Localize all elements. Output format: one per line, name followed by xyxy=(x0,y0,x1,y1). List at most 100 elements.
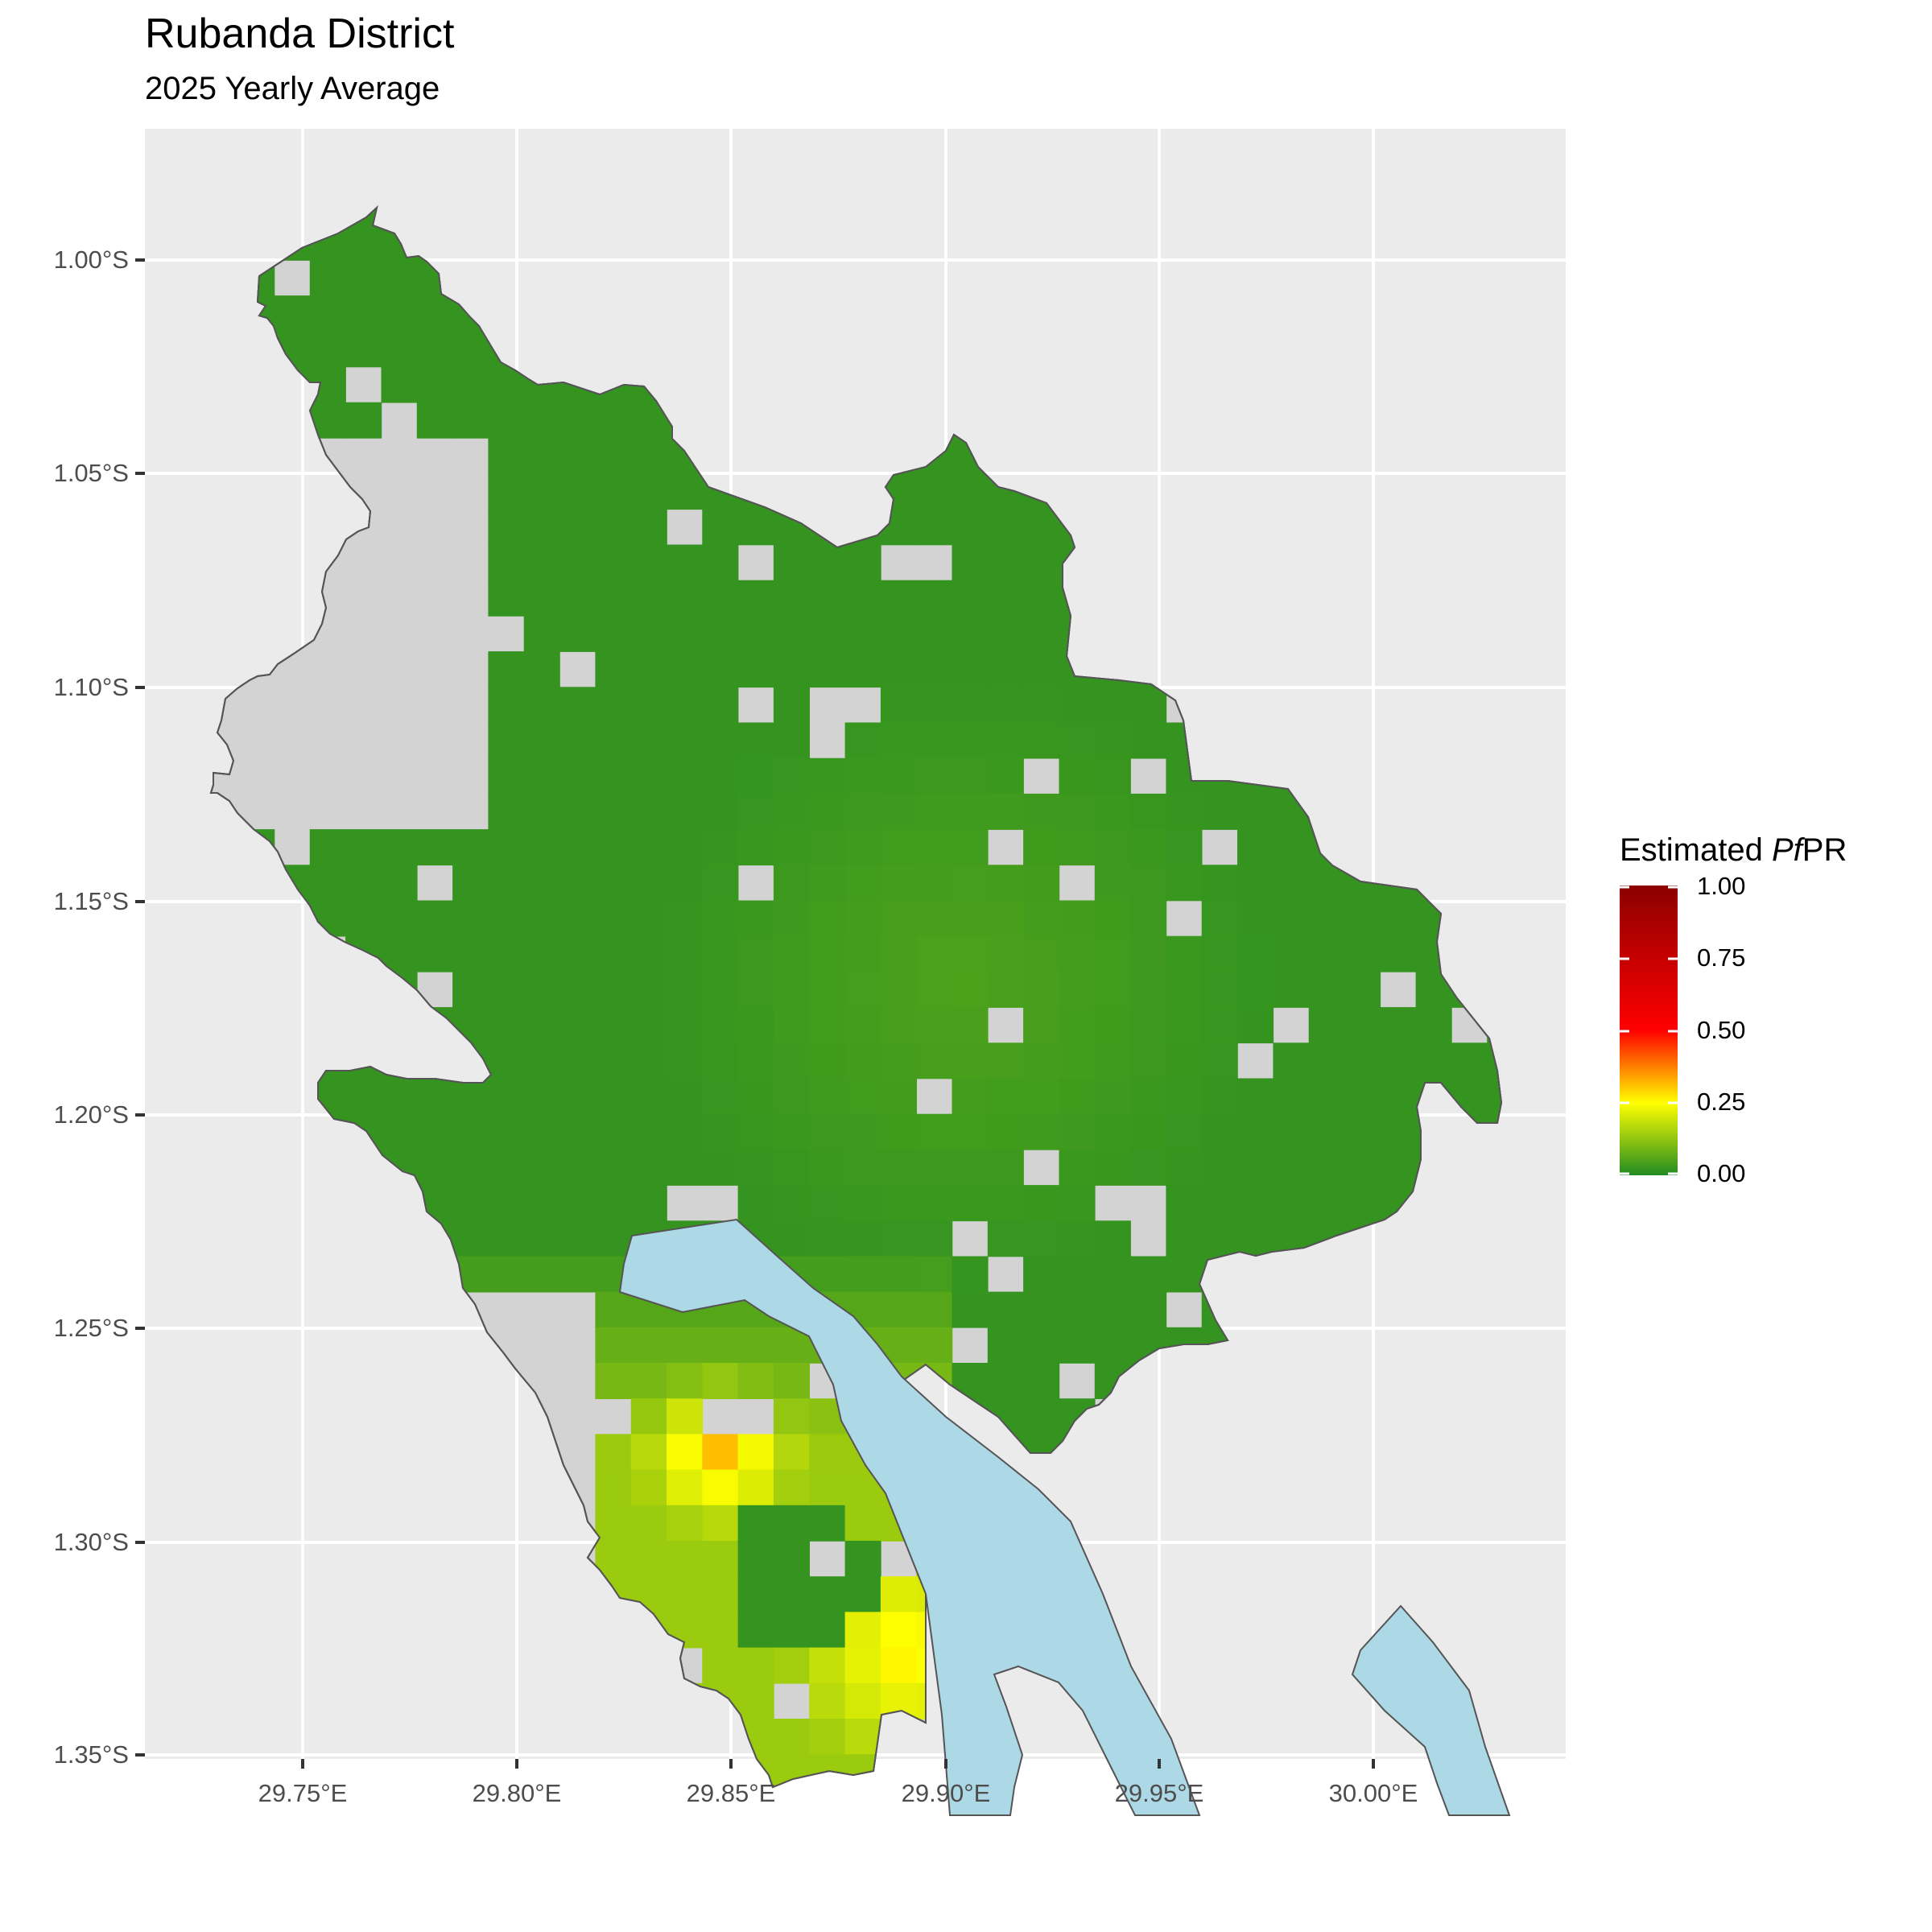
pfpr-cell xyxy=(844,1505,881,1542)
pfpr-cell xyxy=(416,900,453,937)
pfpr-cell xyxy=(667,651,704,688)
pfpr-cell xyxy=(916,1007,953,1044)
pfpr-cell xyxy=(773,687,810,724)
pfpr-cell xyxy=(452,865,489,902)
y-tick-label: 1.25°S xyxy=(53,1314,129,1342)
pfpr-cell xyxy=(595,1327,632,1364)
pfpr-cell xyxy=(773,1719,810,1755)
pfpr-cell xyxy=(1308,1149,1345,1186)
pfpr-cell xyxy=(1023,1754,1060,1787)
pfpr-cell xyxy=(1059,687,1096,724)
pfpr-cell xyxy=(381,829,418,866)
pfpr-cell xyxy=(809,1682,846,1719)
pfpr-cell xyxy=(773,1398,810,1435)
pfpr-cell xyxy=(952,1078,989,1115)
pfpr-cell xyxy=(987,1220,1024,1257)
legend-ticks xyxy=(1620,886,1678,1175)
x-tick-label: 29.75°E xyxy=(258,1779,348,1807)
pfpr-cell xyxy=(1094,971,1131,1008)
pfpr-cell xyxy=(987,758,1024,795)
pfpr-cell xyxy=(702,1078,739,1115)
pfpr-cell xyxy=(702,1327,739,1364)
pfpr-cell xyxy=(1308,971,1345,1008)
pfpr-cell xyxy=(1023,1007,1060,1044)
pfpr-cell xyxy=(987,687,1024,724)
pfpr-cell xyxy=(880,722,917,759)
pfpr-cell xyxy=(488,687,525,724)
pfpr-cell xyxy=(381,295,418,332)
pfpr-cell xyxy=(1059,1327,1096,1364)
pfpr-cell xyxy=(1059,1220,1096,1257)
x-tick-label: 29.85°E xyxy=(686,1779,776,1807)
pfpr-cell xyxy=(381,366,418,403)
pfpr-cell xyxy=(1201,935,1238,972)
pfpr-cell xyxy=(1094,793,1131,830)
pfpr-cell xyxy=(737,1682,774,1719)
pfpr-cell xyxy=(773,1469,810,1506)
pfpr-cell xyxy=(773,1042,810,1080)
pfpr-cell xyxy=(737,935,774,972)
pfpr-cell xyxy=(523,651,560,688)
pfpr-cell xyxy=(559,1078,597,1115)
pfpr-cell xyxy=(702,1007,739,1044)
pfpr-cell xyxy=(595,1220,632,1257)
pfpr-cell xyxy=(595,1469,632,1506)
pfpr-cell xyxy=(667,1363,704,1399)
pfpr-cell xyxy=(844,1185,881,1222)
pfpr-cell xyxy=(702,722,739,759)
pfpr-cell xyxy=(773,829,810,866)
pfpr-cell xyxy=(1094,722,1131,759)
pfpr-cell xyxy=(381,331,418,368)
pfpr-cell xyxy=(987,509,1024,546)
pfpr-cell xyxy=(1273,971,1310,1008)
pfpr-cell xyxy=(488,580,525,617)
pfpr-cell xyxy=(667,1541,704,1577)
pfpr-cell xyxy=(952,829,989,866)
x-tick-label: 29.90°E xyxy=(901,1779,991,1807)
pfpr-cell xyxy=(1059,1042,1096,1080)
pfpr-cell xyxy=(702,793,739,830)
pfpr-cell xyxy=(1523,1754,1559,1790)
pfpr-cell xyxy=(702,1434,739,1471)
pfpr-cell xyxy=(1237,935,1274,972)
pfpr-cell xyxy=(1130,793,1167,830)
pfpr-cell xyxy=(1344,1042,1381,1080)
pfpr-cell xyxy=(523,900,560,937)
pfpr-cell xyxy=(809,1434,846,1471)
pfpr-cell xyxy=(773,900,810,937)
pfpr-cell xyxy=(416,1149,453,1186)
pfpr-cell xyxy=(1308,1185,1345,1222)
pfpr-cell xyxy=(916,1185,953,1222)
pfpr-cell xyxy=(702,1042,739,1080)
pfpr-cell xyxy=(667,722,704,759)
pfpr-cell xyxy=(523,793,560,830)
pfpr-cell xyxy=(523,615,560,652)
pfpr-cell xyxy=(1273,1113,1310,1150)
legend-label-1.00: 1.00 xyxy=(1697,872,1746,900)
pfpr-cell xyxy=(1237,1185,1274,1222)
pfpr-cell xyxy=(1344,1149,1381,1186)
pfpr-cell xyxy=(809,1469,846,1506)
pfpr-cell xyxy=(559,509,597,546)
pfpr-cell xyxy=(809,1505,846,1542)
pfpr-cell xyxy=(667,829,704,866)
pfpr-cell xyxy=(880,1220,917,1257)
pfpr-cell xyxy=(916,722,953,759)
pfpr-cell xyxy=(523,509,560,546)
pfpr-cell xyxy=(1094,935,1131,972)
pfpr-cell xyxy=(1023,1042,1060,1080)
pfpr-cell xyxy=(523,971,560,1008)
pfpr-cell xyxy=(630,473,667,510)
pfpr-cell xyxy=(880,935,917,972)
pfpr-cell xyxy=(1059,1256,1096,1293)
pfpr-cell xyxy=(844,1612,881,1649)
pfpr-cell xyxy=(381,1078,418,1115)
pfpr-cell xyxy=(952,935,989,972)
pfpr-cell xyxy=(523,1078,560,1115)
pfpr-cell xyxy=(452,1220,489,1257)
pfpr-cell xyxy=(595,865,632,902)
pfpr-cell xyxy=(630,1505,667,1542)
pfpr-cell xyxy=(1237,793,1274,830)
pfpr-cell xyxy=(559,722,597,759)
